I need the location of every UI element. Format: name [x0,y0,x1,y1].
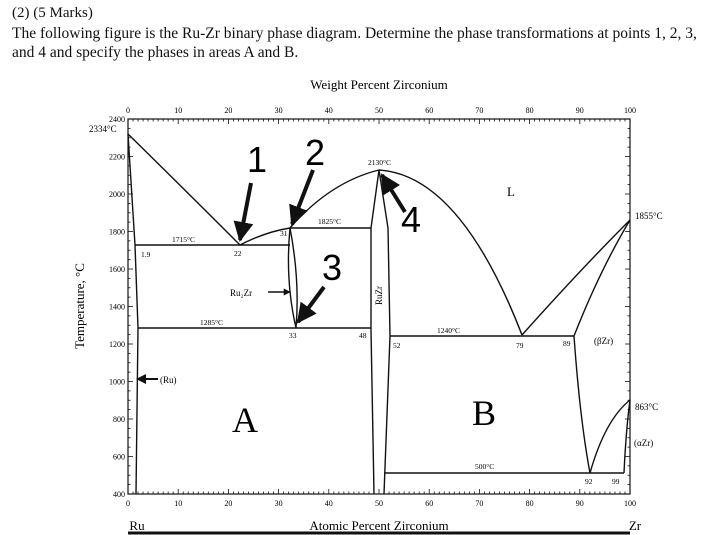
phase-boundaries [127,133,631,495]
top-tick-label: 100 [624,106,636,115]
top-tick-label: 50 [375,106,383,115]
question-header: (2) (5 Marks) [12,5,93,21]
y-tick-label: 2200 [109,153,125,162]
label-c-92: 92 [585,477,593,486]
annotation-arrows [136,169,407,384]
y-tick-label: 400 [113,490,125,499]
ruzr-right [378,169,391,495]
arrow-point-3 [296,285,326,324]
left-element-label: Ru [129,518,145,533]
y-tick-label: 1200 [109,340,125,349]
label-c-31: 31 [280,229,288,238]
top-tick-label: 0 [126,106,130,115]
bottom-tick-label: 60 [425,499,433,508]
y-axis-title: Temperature, °C [72,263,87,349]
y-tick-label: 1400 [109,303,125,312]
top-axis-title: Weight Percent Zirconium [310,77,448,92]
bottom-tick-label: 30 [275,499,283,508]
label-1715: 1715°C [172,235,195,244]
bottom-tick-label: 0 [126,499,130,508]
top-tick-label: 90 [576,106,584,115]
y-tick-label: 1000 [109,378,125,387]
label-2130: 2130°C [368,158,391,167]
area-b-label: B [472,393,496,433]
label-1855: 1855°C [635,211,663,221]
ru-solvus [127,133,139,495]
bottom-tick-label: 40 [325,499,333,508]
label-c-52: 52 [393,341,401,350]
y-tick-label: 2400 [109,115,125,124]
beta-zr-solidus [573,219,631,337]
arrow-point-4 [380,173,407,214]
bottom-tick-label: 20 [224,499,232,508]
liquidus-79-to-zr [521,219,631,336]
ru2zr-left [287,227,297,329]
point-4-label: 4 [401,199,421,240]
point-3-label: 3 [322,247,342,288]
area-a-label: A [232,400,258,440]
bottom-tick-label: 80 [526,499,534,508]
beta-zr-solvus [573,335,591,474]
phase-liquid: L [507,184,515,199]
axis-ticks [127,118,631,495]
top-tick-label: 10 [174,106,182,115]
label-1825: 1825°C [318,217,341,226]
top-tick-label: 30 [275,106,283,115]
arrow-point-1 [233,182,254,242]
label-c-79: 79 [516,341,524,350]
liquidus-ru-side [127,133,241,246]
arrow-point-2 [289,169,315,226]
ru2zr-right [289,227,298,329]
label-863: 863°C [635,402,658,412]
axis-tick-labels: 0 10 20 30 40 50 60 70 80 90 1000 10 20 30 40 50 60 70 80 9… [109,106,636,508]
phase-ru: (Ru) [160,375,177,385]
plot-frame [127,118,631,495]
top-tick-label: 80 [526,106,534,115]
right-element-label: Zr [629,518,642,533]
liquidus-22-31 [239,227,291,246]
phase-alpha-zr: (αZr) [634,438,653,448]
point-2-label: 2 [305,132,325,173]
bottom-axis-title: Atomic Percent Zirconium [309,518,448,533]
y-tick-label: 600 [113,453,125,462]
y-tick-label: 2000 [109,190,125,199]
y-tick-label: 1600 [109,265,125,274]
label-c-1-9: 1.9 [141,250,151,259]
y-tick-label: 1800 [109,228,125,237]
bottom-tick-label: 100 [624,499,636,508]
bottom-tick-label: 70 [475,499,483,508]
phase-ruzr: RuZr [374,286,384,305]
label-c-89: 89 [563,339,571,348]
label-c-99: 99 [612,477,620,486]
label-c-48: 48 [359,331,367,340]
label-500: 500°C [475,462,494,471]
top-tick-label: 20 [224,106,232,115]
label-ru-melt: 2334°C [89,124,117,134]
point-1-label: 1 [247,139,267,180]
alpha-zr-right [623,399,631,474]
bottom-tick-label: 90 [576,499,584,508]
ruzr-left [370,169,380,495]
phase-beta-zr: (βZr) [594,336,613,346]
label-c-22: 22 [234,249,242,258]
label-1240: 1240°C [437,326,460,335]
liquidus-ruzr-to-79 [378,169,523,336]
question-text: The following figure is the Ru-Zr binary… [12,25,697,61]
label-c-33: 33 [289,331,297,340]
top-tick-label: 70 [475,106,483,115]
label-1285: 1285°C [200,318,223,327]
alpha-zr-left [589,399,631,474]
diagram-labels: 2334°C 1715°C 1825°C 2130°C 1285°C 1240°… [89,124,663,486]
bottom-tick-label: 50 [375,499,383,508]
top-tick-label: 60 [425,106,433,115]
phase-ru2zr: Ru₂Zr [230,288,252,298]
bottom-tick-label: 10 [174,499,182,508]
top-tick-label: 40 [325,106,333,115]
y-tick-label: 800 [113,415,125,424]
